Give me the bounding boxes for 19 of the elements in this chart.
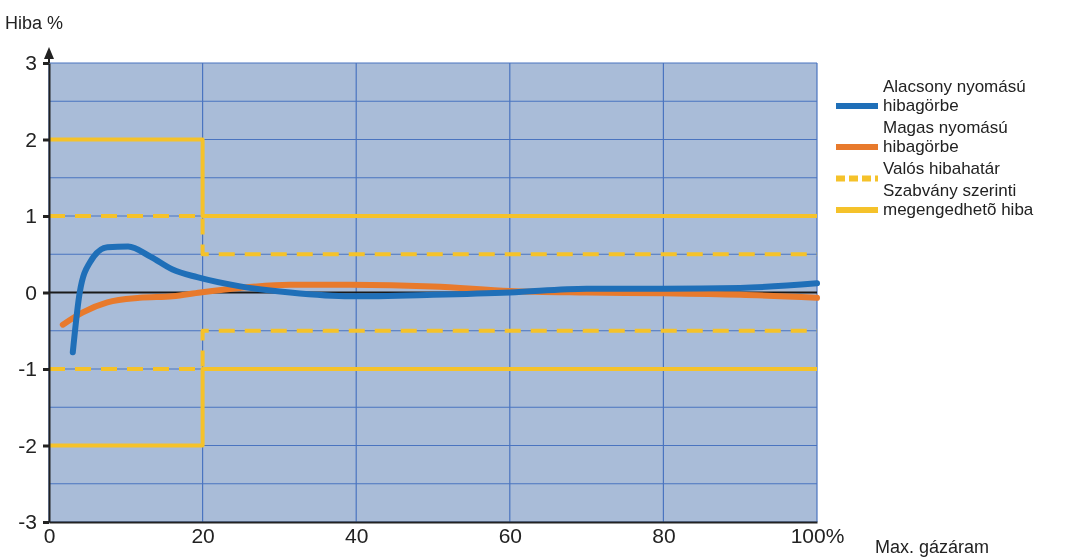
legend-label: Magas nyomású hibagörbe [883, 118, 1008, 156]
legend-label: Alacsony nyomású hibagörbe [883, 77, 1026, 115]
y-tick-label: 1 [25, 204, 37, 228]
x-axis-title: Max. gázáram [875, 537, 990, 557]
y-tick-label: 0 [25, 280, 37, 304]
x-tick-label: 20 [191, 523, 215, 547]
x-tick-label: 80 [652, 523, 676, 547]
x-tick-label: 0 [43, 523, 56, 547]
y-tick-label: -2 [18, 433, 37, 457]
y-axis-title: Hiba % [5, 13, 64, 33]
y-tick-label: 3 [25, 51, 37, 75]
x-tick-label: 60 [498, 523, 522, 547]
y-tick-label: 2 [25, 127, 37, 151]
legend-label: Valós hibahatár [883, 159, 1001, 178]
x-tick-label: 100% [790, 523, 845, 547]
legend-label: Szabvány szerinti megengedhetõ hiba [883, 181, 1034, 219]
y-tick-label: -3 [18, 510, 37, 534]
y-tick-label: -1 [18, 357, 37, 381]
x-tick-label: 40 [345, 523, 369, 547]
